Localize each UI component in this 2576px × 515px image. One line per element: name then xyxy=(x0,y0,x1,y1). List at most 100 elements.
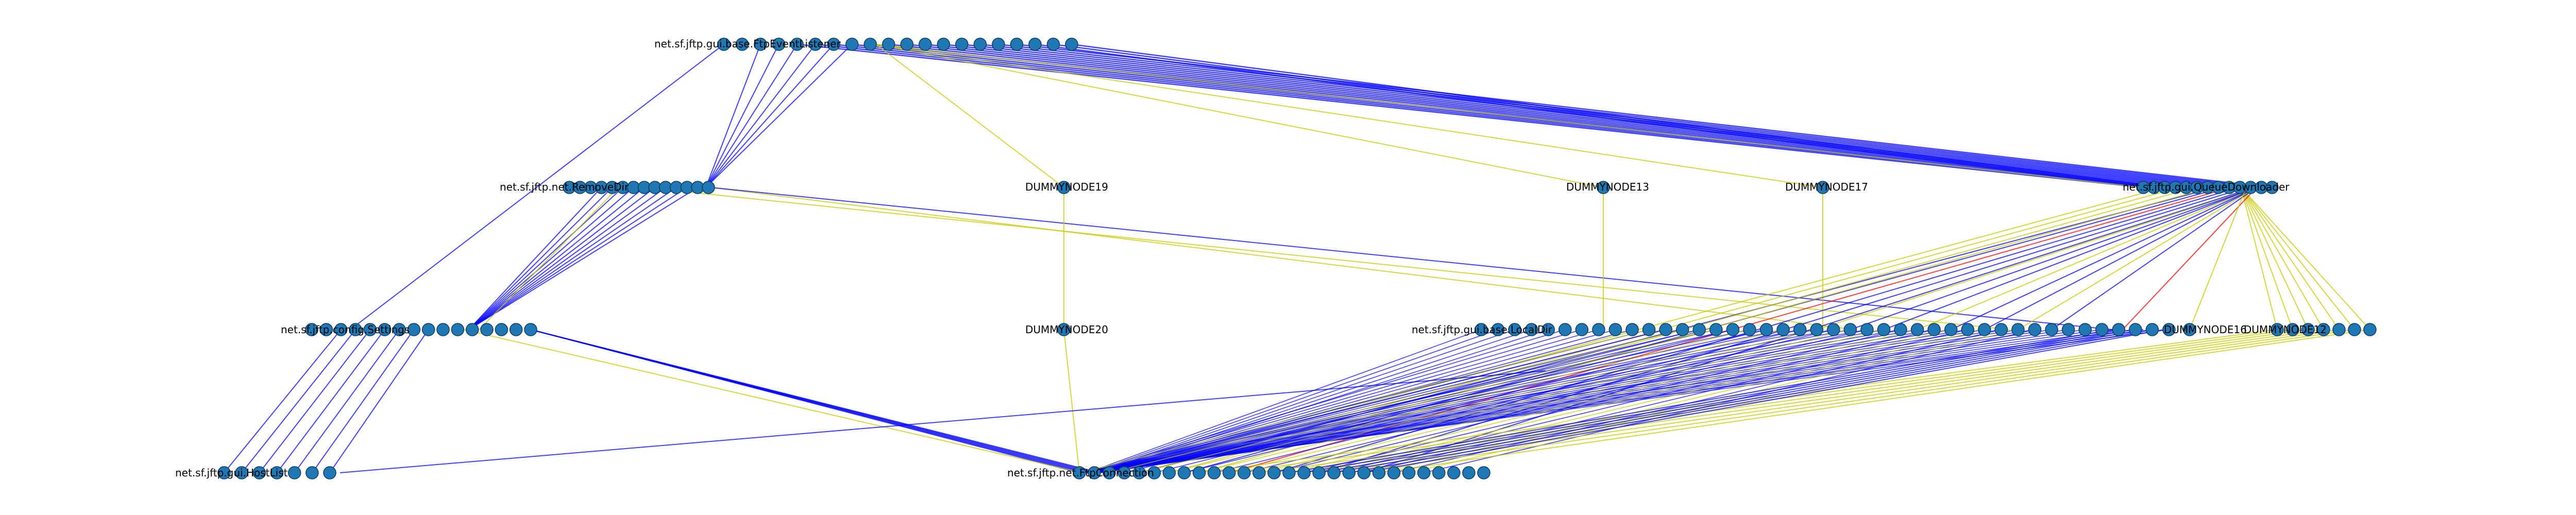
graph-node xyxy=(1207,466,1221,479)
graph-node xyxy=(2162,323,2176,336)
graph-edge xyxy=(479,187,619,330)
graph-node xyxy=(1073,466,1086,479)
graph-edge xyxy=(463,329,1082,473)
graph-node xyxy=(1057,323,1071,336)
graph-node xyxy=(702,181,715,194)
graph-edge xyxy=(1349,329,2154,473)
graph-edge xyxy=(2122,187,2257,330)
graph-edge xyxy=(2241,187,2355,330)
graph-node xyxy=(1709,323,1723,336)
graph-node xyxy=(1088,466,1101,479)
graph-node xyxy=(754,38,767,51)
graph-edge xyxy=(705,44,834,188)
graph-node xyxy=(937,38,951,51)
graph-edge xyxy=(1099,329,1717,473)
graph-node xyxy=(1541,323,1555,336)
graph-node xyxy=(1477,466,1490,479)
graph-node xyxy=(524,323,537,336)
graph-node xyxy=(1462,466,1476,479)
graph-edge xyxy=(2189,187,2247,330)
graph-edge xyxy=(705,44,853,188)
graph-edge xyxy=(468,187,666,330)
graph-edge xyxy=(796,43,2144,188)
graph-edge xyxy=(1349,329,1951,473)
graph-node xyxy=(407,323,421,336)
graph-node xyxy=(2045,323,2058,336)
graph-node xyxy=(1147,466,1161,479)
graph-node xyxy=(1447,466,1461,479)
graph-edge xyxy=(1087,329,1482,473)
graph-node xyxy=(1432,466,1446,479)
graph-node xyxy=(2011,323,2025,336)
graph-node xyxy=(1177,466,1191,479)
graph-node xyxy=(1894,323,1907,336)
graph-edge xyxy=(925,43,2218,188)
graph-node xyxy=(334,323,348,336)
graph-edge xyxy=(259,329,371,473)
graph-node xyxy=(393,323,406,336)
graph-node xyxy=(717,38,731,51)
graph-node xyxy=(2028,323,2042,336)
graph-node xyxy=(2363,323,2377,336)
graph-node xyxy=(1238,466,1251,479)
graph-node xyxy=(1675,323,1689,336)
graph-edge xyxy=(1090,329,1498,473)
graph-edge xyxy=(2241,187,2293,330)
graph-edge xyxy=(1364,187,2255,473)
graph-edge xyxy=(1087,329,1817,473)
label-host-list: net.sf.jftp.gui.HostList xyxy=(175,467,288,479)
graph-node xyxy=(363,323,377,336)
graph-node xyxy=(1608,323,1622,336)
label-dummynode19: DUMMYNODE19 xyxy=(1025,181,1108,193)
graph-node xyxy=(287,466,301,479)
graph-node xyxy=(1327,466,1341,479)
graph-edge xyxy=(643,187,2010,330)
graph-edge xyxy=(1093,329,1515,473)
graph-node xyxy=(1252,466,1266,479)
graph-node xyxy=(1776,323,1790,336)
graph-edge xyxy=(2241,187,2278,330)
label-ftp-connection: net.sf.jftp.net.FtpConnection xyxy=(1007,467,1154,479)
graph-edge xyxy=(1093,329,1683,473)
graph-edge xyxy=(875,44,1064,188)
graph-node xyxy=(2317,323,2330,336)
graph-edge xyxy=(2241,187,2340,330)
graph-edge xyxy=(1259,329,2309,473)
graph-edge xyxy=(1090,329,1582,473)
graph-node xyxy=(1508,323,1521,336)
graph-edge xyxy=(2241,187,2324,330)
graph-node xyxy=(323,466,336,479)
graph-edge xyxy=(1318,329,1918,473)
graph-edge xyxy=(1289,329,2113,473)
graph-edge xyxy=(1319,329,2340,473)
graph-edge xyxy=(1214,329,1800,473)
graph-edge xyxy=(468,187,623,330)
graph-node xyxy=(1793,323,1807,336)
graph-edge xyxy=(1035,43,2144,188)
graph-node xyxy=(217,466,231,479)
graph-node xyxy=(1010,38,1024,51)
graph-node xyxy=(1994,323,2008,336)
label-queue-downloader: net.sf.jftp.gui.QueueDownloader xyxy=(2123,181,2290,193)
graph-edge xyxy=(1289,329,1884,473)
graph-node xyxy=(1827,323,1840,336)
graph-node xyxy=(252,466,266,479)
graph-node xyxy=(1282,466,1296,479)
graph-edge xyxy=(2051,187,2257,330)
graph-node xyxy=(349,323,362,336)
graph-node xyxy=(2301,323,2315,336)
graph-node xyxy=(1028,38,1042,51)
graph-node xyxy=(1759,323,1773,336)
graph-node xyxy=(1267,466,1281,479)
graph-node xyxy=(2265,181,2279,194)
graph-edge xyxy=(1096,329,1532,473)
graph-edge xyxy=(468,187,688,330)
graph-edge xyxy=(2241,187,2370,330)
graph-edge xyxy=(468,187,613,330)
graph-edge xyxy=(1087,329,1901,473)
graph-edge xyxy=(294,329,400,473)
graph-edge xyxy=(329,329,429,473)
graph-node xyxy=(2332,323,2346,336)
label-remove-dir: net.sf.jftp.net.RemoveDir xyxy=(500,181,629,193)
graph-node xyxy=(1978,323,1991,336)
